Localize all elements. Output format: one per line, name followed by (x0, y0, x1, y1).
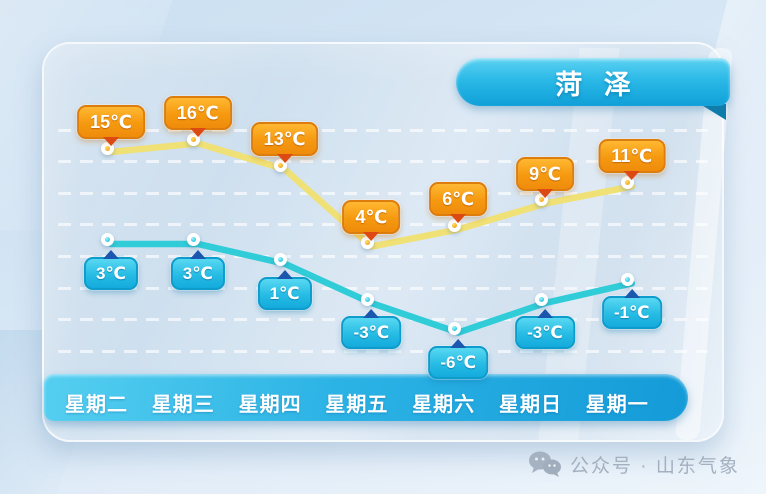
low-temp-marker (100, 233, 114, 247)
city-title: 菏 泽 (555, 69, 638, 100)
low-temp-badge: 3℃ (83, 256, 139, 290)
low-temp-marker (534, 292, 548, 306)
high-temp-badge: 9℃ (516, 156, 574, 191)
low-temp-badge: -3℃ (341, 316, 402, 350)
grid-line (58, 254, 708, 258)
low-temp-badge: -1℃ (601, 296, 662, 330)
high-temp-badge: 11℃ (598, 139, 666, 174)
weekday-label: 星期一 (585, 394, 649, 416)
low-temp-marker (447, 322, 461, 336)
grid-line (58, 128, 708, 132)
weekday-label: 星期三 (151, 394, 215, 416)
high-temp-badge: 6℃ (429, 182, 488, 217)
grid-line (58, 286, 708, 290)
wechat-icon (529, 451, 561, 477)
watermark: 公众号 · 山东气象 (528, 450, 740, 478)
watermark-text: 公众号 · 山东气象 (570, 455, 740, 477)
high-temp-badge: 4℃ (342, 199, 401, 234)
grid-line (58, 191, 708, 195)
weekday-bar (44, 374, 688, 421)
high-temp-badge: 13℃ (250, 122, 319, 157)
low-temp-badge: -3℃ (515, 316, 575, 350)
grid-line (58, 349, 708, 353)
low-temp-badge: 3℃ (170, 256, 225, 290)
low-temp-marker (621, 272, 635, 286)
weekday-label: 星期五 (325, 394, 389, 416)
city-ribbon: 菏 泽 (456, 58, 730, 106)
weekday-label: 星期四 (238, 394, 302, 416)
weekday-label: 星期日 (499, 394, 562, 416)
high-temp-badge: 15℃ (77, 105, 145, 139)
low-temp-badge: -6℃ (428, 345, 489, 379)
low-temp-marker (360, 292, 374, 306)
high-temp-badge: 16℃ (163, 96, 232, 131)
low-temp-marker (187, 233, 201, 247)
low-temp-marker (274, 253, 288, 267)
weekday-label: 星期二 (65, 394, 128, 416)
low-temp-badge: 1℃ (257, 276, 312, 310)
weekday-label: 星期六 (412, 394, 476, 416)
